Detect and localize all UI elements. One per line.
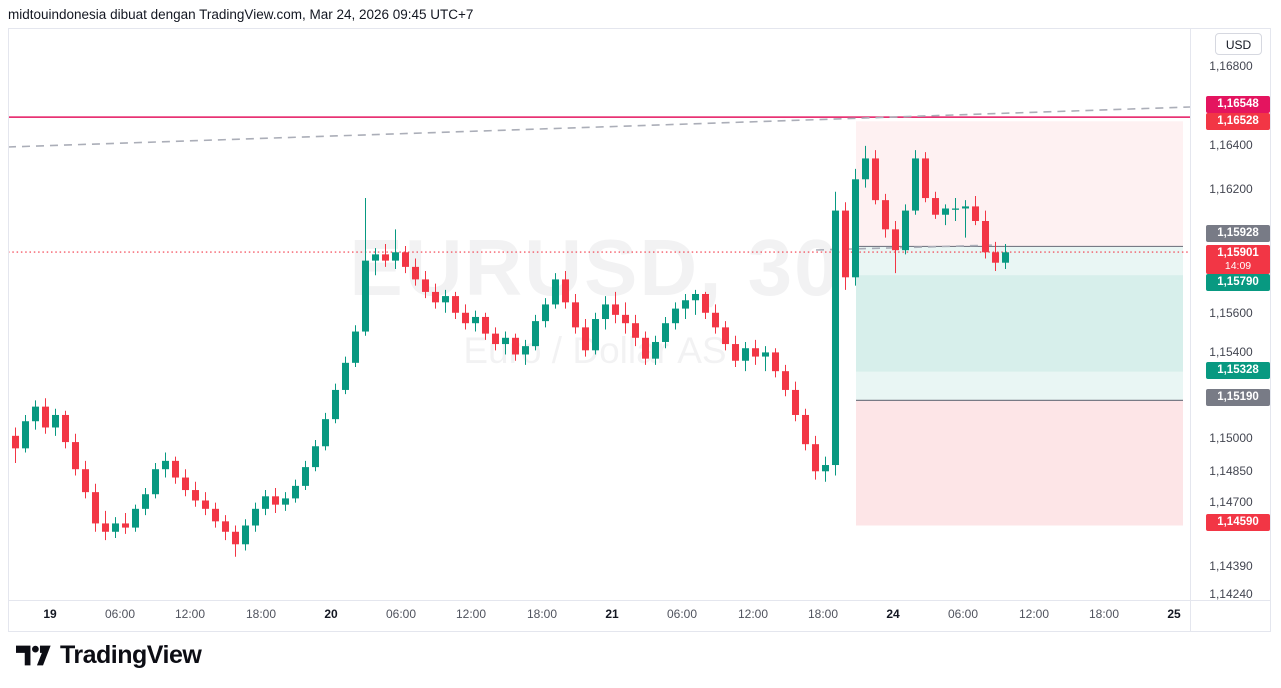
price-label: 1,15901 14:09 (1206, 245, 1270, 274)
time-label-hour: 18:00 (1088, 607, 1120, 621)
price-tick: 1,14850 (1209, 464, 1253, 478)
price-tick: 1,14390 (1209, 559, 1253, 573)
trendline-dashed (7, 106, 1191, 148)
countdown-timer: 14:09 (1224, 260, 1252, 272)
zone-stop-zone (856, 400, 1183, 526)
attribution-text: midtouindonesia dibuat dengan TradingVie… (8, 7, 474, 22)
time-label-day: 21 (605, 607, 619, 621)
price-tick: 1,15000 (1209, 431, 1253, 445)
zone-supply (856, 121, 1183, 247)
currency-toggle-button[interactable]: USD (1215, 33, 1262, 55)
tradingview-logo-text: TradingView (60, 641, 202, 669)
price-tick: 1,16200 (1209, 182, 1253, 196)
time-label-hour: 12:00 (455, 607, 487, 621)
time-label-hour: 12:00 (1018, 607, 1050, 621)
price-tick: 1,15600 (1209, 306, 1253, 320)
price-label: 1,15190 (1206, 389, 1270, 406)
price-axis-separator (1190, 28, 1191, 632)
supply-demand-zones (856, 121, 1183, 526)
price-label: 1,16548 (1206, 96, 1270, 113)
time-label-hour: 18:00 (526, 607, 558, 621)
time-label-day: 24 (886, 607, 900, 621)
price-tick: 1,16800 (1209, 59, 1253, 73)
time-label-hour: 06:00 (947, 607, 979, 621)
time-label-hour: 18:00 (807, 607, 839, 621)
tradingview-logo-icon (16, 645, 51, 666)
time-label-hour: 06:00 (666, 607, 698, 621)
price-tick: 1,15400 (1209, 345, 1253, 359)
time-label-hour: 18:00 (245, 607, 277, 621)
price-levels (8, 116, 1190, 401)
price-tick: 1,14240 (1209, 587, 1253, 601)
candlesticks (12, 145, 1009, 557)
zone-demand-lower (856, 371, 1183, 401)
price-label: 1,15328 (1206, 362, 1270, 379)
price-label: 1,16528 (1206, 113, 1270, 130)
time-label-day: 20 (324, 607, 338, 621)
tradingview-logo[interactable]: TradingView (16, 641, 202, 670)
time-label-hour: 12:00 (174, 607, 206, 621)
watermark-symbol: EURUSD, 30 (349, 223, 841, 312)
price-axis[interactable]: 1,16800 1,16400 1,16200 1,15600 1,15400 1,150… (1191, 28, 1271, 601)
price-label: 1,15928 (1206, 225, 1270, 242)
time-label-hour: 06:00 (104, 607, 136, 621)
time-label-day: 25 (1167, 607, 1181, 621)
price-label: 1,15790 (1206, 274, 1270, 291)
time-axis[interactable]: 19 06:00 12:00 18:00 20 06:00 12:00 18:00 21 06:0… (8, 601, 1190, 632)
price-tick: 1,16400 (1209, 138, 1253, 152)
zone-demand-upper (856, 246, 1183, 276)
price-label: 1,14590 (1206, 514, 1270, 531)
time-label-hour: 06:00 (385, 607, 417, 621)
time-axis-separator (8, 600, 1271, 601)
time-label-hour: 12:00 (737, 607, 769, 621)
zone-demand-mid (856, 275, 1183, 372)
price-tick: 1,14700 (1209, 495, 1253, 509)
time-label-day: 19 (43, 607, 57, 621)
